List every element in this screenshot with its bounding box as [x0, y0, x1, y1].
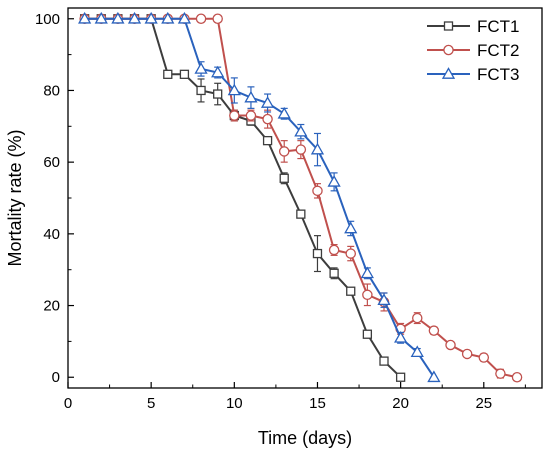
data-point	[362, 329, 373, 339]
x-tick-label: 20	[392, 395, 409, 412]
legend-label: FCT3	[477, 65, 520, 84]
x-tick-label: 5	[147, 395, 155, 412]
y-tick-label: 80	[43, 82, 60, 99]
data-point	[478, 352, 490, 363]
data-point	[212, 13, 223, 25]
legend-label: FCT1	[477, 17, 520, 36]
data-point	[196, 85, 206, 96]
data-point	[229, 110, 240, 121]
y-tick-label: 20	[43, 298, 60, 315]
legend-marker	[443, 44, 454, 56]
x-tick-label: 15	[309, 395, 326, 412]
x-tick-label: 0	[64, 395, 72, 412]
data-point	[345, 248, 356, 259]
series-fct1	[79, 14, 406, 382]
data-point	[195, 13, 207, 25]
data-point	[495, 368, 506, 379]
data-point	[94, 11, 108, 24]
data-point	[245, 110, 257, 121]
plot-frame	[67, 7, 543, 389]
data-point	[346, 286, 356, 296]
data-point	[362, 289, 373, 301]
data-point	[394, 330, 408, 343]
data-point	[262, 113, 273, 125]
series-fct3	[78, 11, 441, 383]
data-point	[327, 175, 341, 187]
data-point	[511, 371, 523, 383]
data-point	[161, 11, 175, 24]
data-point	[428, 325, 440, 336]
y-tick-label: 60	[43, 154, 60, 171]
data-point	[296, 209, 306, 219]
data-point	[260, 96, 275, 108]
data-point	[310, 142, 325, 155]
data-point	[295, 144, 307, 155]
legend-marker	[443, 21, 454, 31]
series-line	[84, 17, 518, 379]
data-point	[277, 106, 291, 119]
legend-item-fct2: FCT2	[427, 41, 520, 60]
data-point	[279, 173, 289, 183]
data-point	[144, 11, 158, 24]
data-point	[211, 65, 225, 78]
data-point	[344, 221, 358, 234]
axis-ticks: 0 5 10 15 20 25 0 20 40 60 80 100	[35, 11, 526, 412]
data-point	[111, 11, 125, 24]
legend-item-fct3: FCT3	[427, 65, 520, 84]
legend-label: FCT2	[477, 41, 520, 60]
y-tick-label: 100	[35, 11, 60, 28]
data-point	[379, 356, 389, 366]
data-point	[262, 135, 273, 146]
y-tick-label: 0	[52, 369, 60, 386]
series-line	[84, 17, 402, 378]
legend: FCT1 FCT2 FCT3	[427, 17, 520, 84]
x-tick-label: 10	[226, 395, 243, 412]
data-point	[329, 268, 339, 278]
data-point	[312, 248, 323, 259]
data-point	[410, 345, 424, 358]
data-point	[427, 370, 441, 383]
data-point	[445, 339, 456, 351]
data-point	[328, 244, 340, 256]
y-tick-label: 40	[43, 226, 60, 243]
data-point	[278, 146, 290, 157]
data-point	[312, 185, 323, 197]
data-point	[294, 124, 308, 137]
data-point	[395, 372, 406, 382]
data-point	[194, 62, 208, 74]
data-point	[227, 83, 241, 96]
data-point	[179, 69, 190, 79]
legend-marker	[441, 67, 456, 79]
data-point	[213, 89, 223, 99]
data-point	[163, 69, 173, 79]
data-point	[461, 348, 473, 360]
data-point	[177, 11, 192, 24]
x-tick-label: 25	[475, 395, 492, 412]
x-axis-title: Time (days)	[258, 428, 352, 448]
data-point	[127, 11, 142, 24]
y-axis-title: Mortality rate (%)	[5, 129, 25, 266]
series-group	[78, 11, 523, 383]
data-point	[412, 312, 423, 324]
legend-item-fct1: FCT1	[427, 17, 520, 36]
data-point	[78, 11, 92, 24]
data-point	[360, 266, 374, 279]
data-point	[244, 90, 258, 103]
series-fct2	[79, 13, 523, 383]
data-point	[377, 293, 391, 306]
series-line	[84, 17, 435, 378]
